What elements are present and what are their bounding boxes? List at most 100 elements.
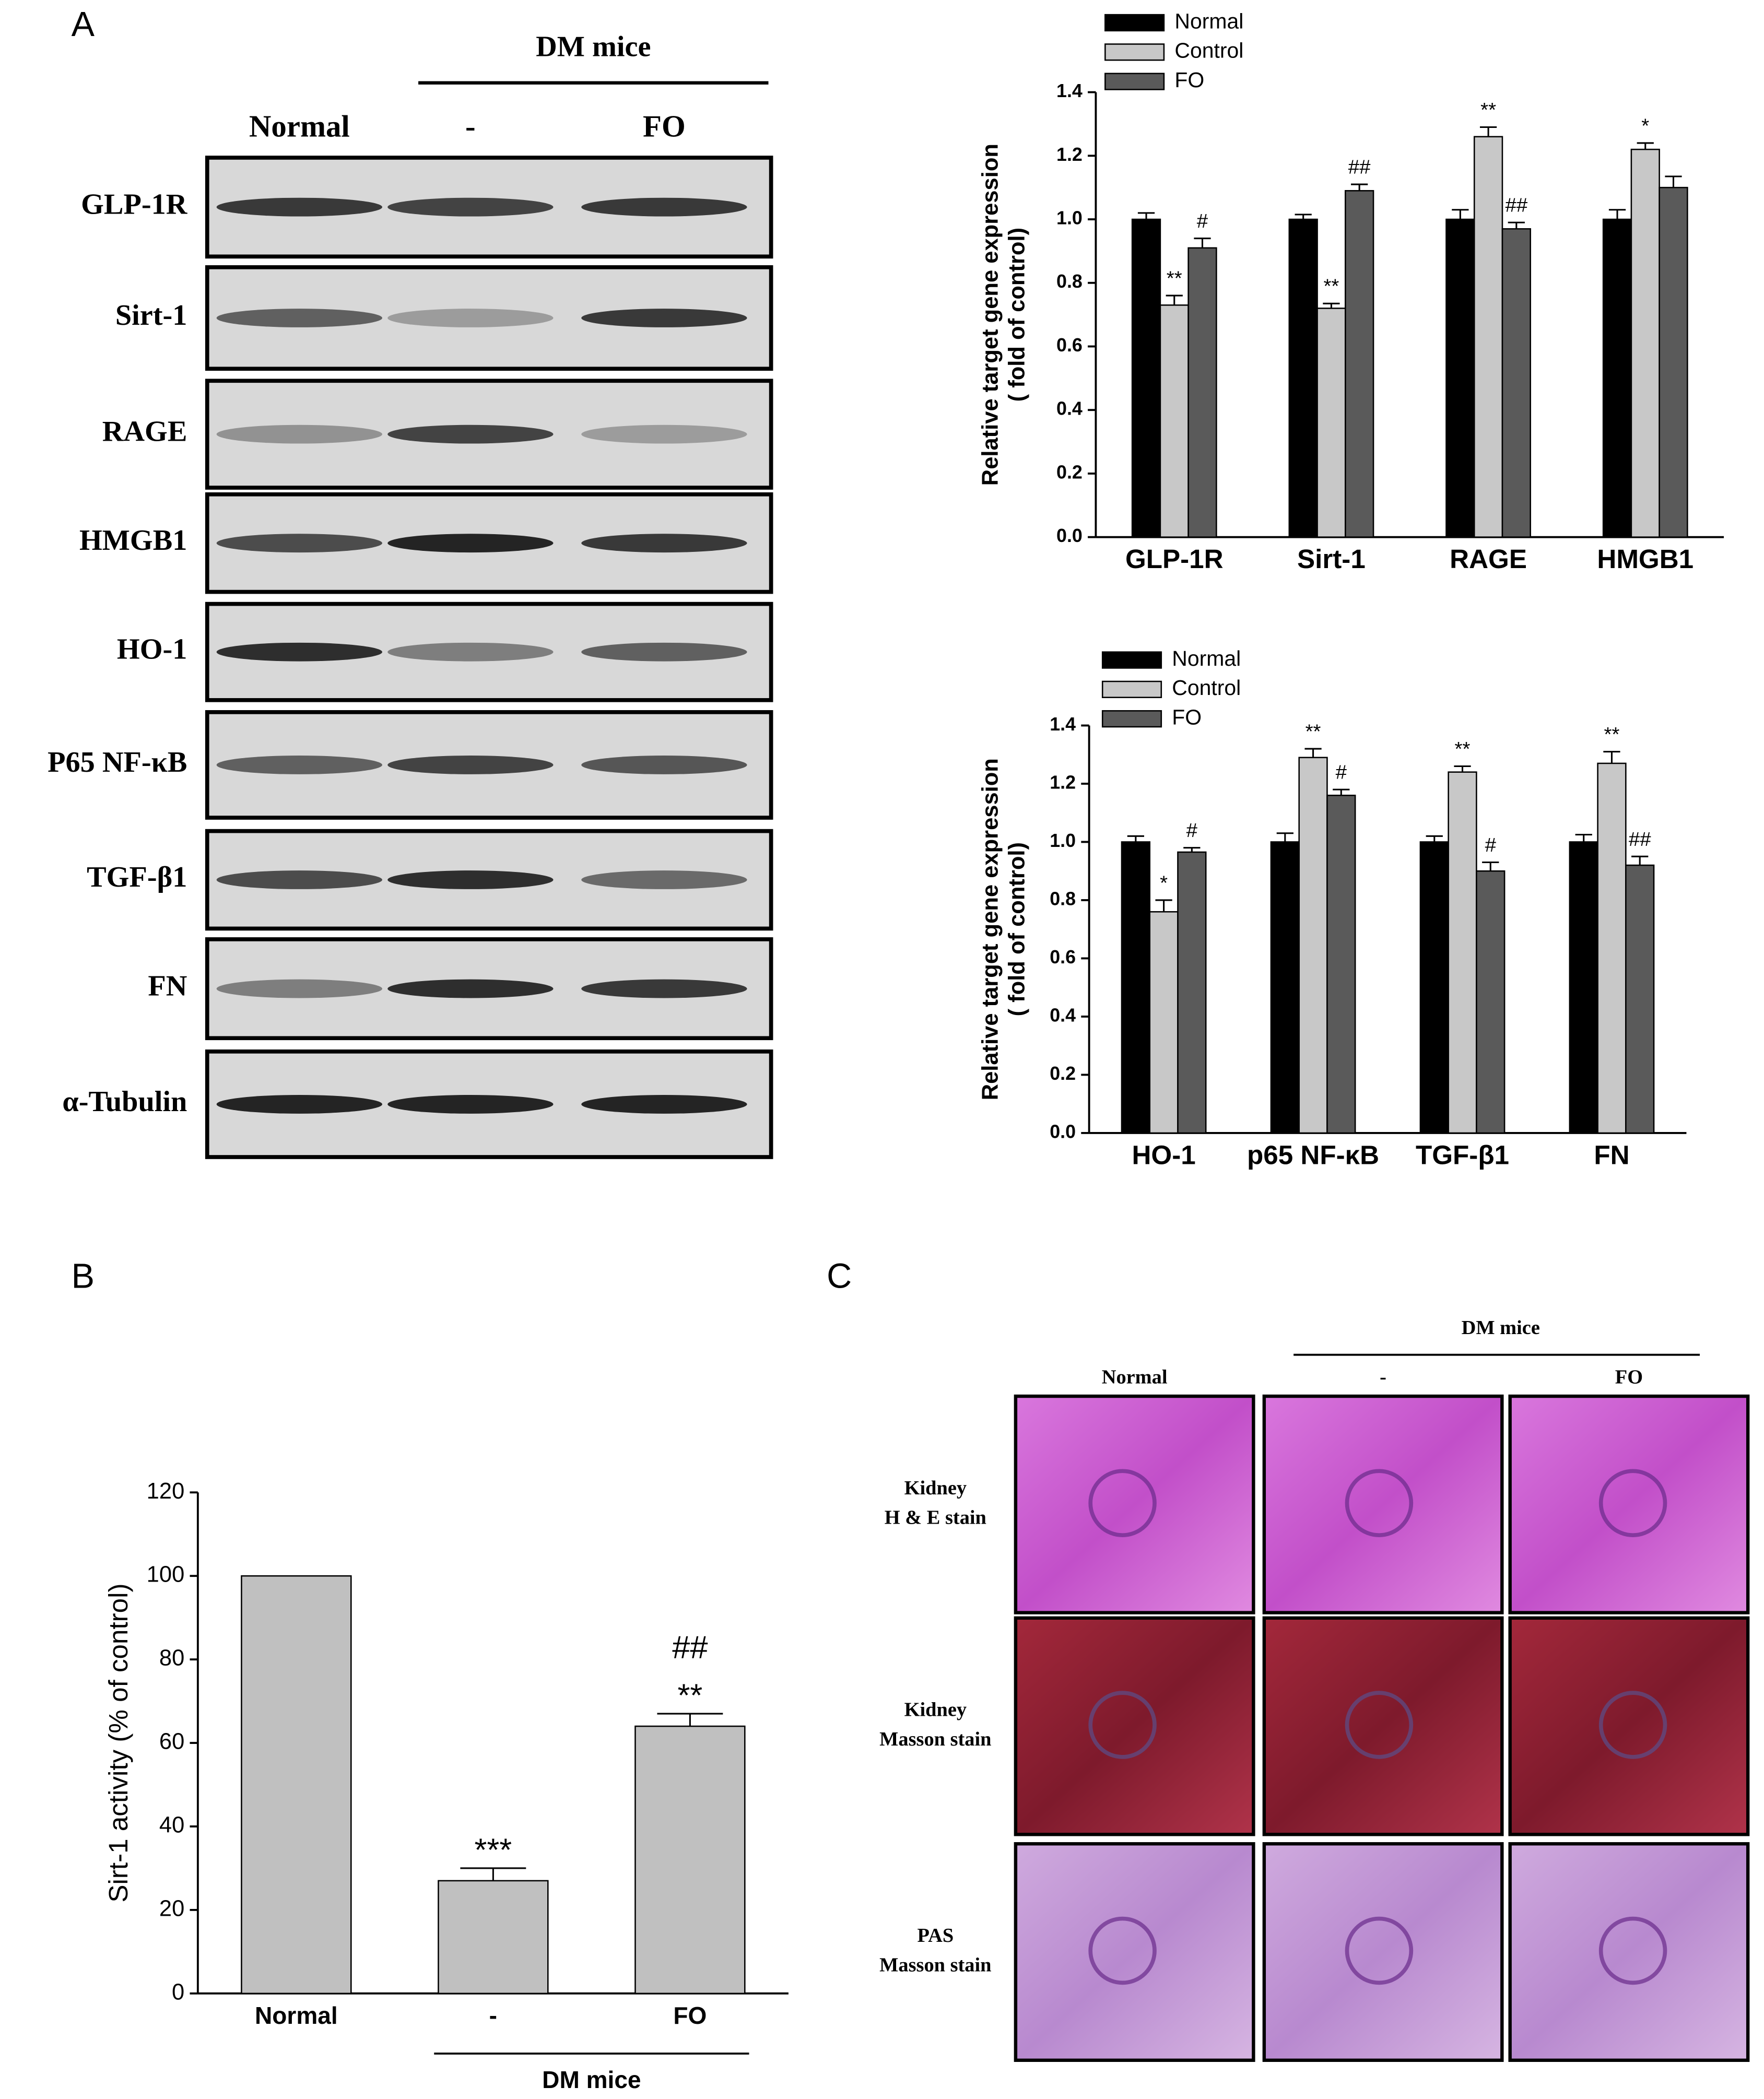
significance-marker: ** — [1167, 267, 1182, 290]
micrograph — [1014, 1616, 1255, 1836]
legend-label: Normal — [1172, 646, 1241, 670]
x-tick-label: FN — [1594, 1140, 1629, 1170]
row-label: α-Tubulin — [62, 1086, 187, 1118]
y-axis-label: Relative target gene expression — [978, 144, 1003, 486]
significance-marker: ## — [1505, 194, 1527, 217]
bar — [1288, 218, 1318, 538]
row-label: P65 NF-κB — [48, 746, 187, 779]
significance-marker: # — [1197, 210, 1208, 232]
x-tick-label: - — [489, 2002, 497, 2029]
column-label: - — [1380, 1366, 1386, 1388]
bar — [634, 1725, 746, 1995]
significance-marker: ** — [677, 1678, 702, 1714]
y-tick-label: 0.4 — [1050, 1005, 1076, 1025]
column-label: FO — [643, 110, 686, 144]
blot-band — [387, 979, 554, 998]
group-label: DM mice — [536, 31, 651, 63]
y-tick-label: 0 — [172, 1979, 184, 2004]
blot-band — [387, 197, 554, 217]
legend-label: Control — [1174, 39, 1243, 63]
y-tick-label: 1.4 — [1056, 80, 1083, 101]
glomerulus — [1345, 1469, 1414, 1537]
x-tick-label: FO — [673, 2002, 707, 2029]
blot-band — [216, 756, 382, 774]
bar — [1316, 308, 1346, 538]
row-label: RAGE — [102, 416, 187, 448]
blot-band — [581, 197, 747, 217]
y-tick-label: 1.0 — [1056, 207, 1083, 228]
y-tick-label: 1.2 — [1050, 772, 1076, 793]
significance-marker: *** — [475, 1832, 512, 1868]
y-tick-label: 1.0 — [1050, 830, 1076, 851]
significance-marker: # — [1485, 834, 1497, 856]
glomerulus — [1345, 1691, 1414, 1759]
micrograph — [1014, 1394, 1255, 1614]
blot-band — [387, 534, 554, 553]
legend-swatch — [1101, 710, 1162, 728]
y-axis-label: ( fold of control) — [1004, 228, 1029, 402]
y-tick-label: 120 — [147, 1479, 185, 1504]
blot-band — [216, 979, 382, 998]
glomerulus — [1088, 1916, 1157, 1985]
blot-band — [581, 870, 747, 889]
micrograph — [1014, 1842, 1255, 2062]
row-label: Sirt-1 — [115, 299, 187, 332]
bar — [1659, 186, 1688, 538]
significance-marker: * — [1641, 114, 1649, 137]
blot-band — [387, 870, 554, 889]
bar — [1569, 841, 1598, 1134]
row-label: HMGB1 — [79, 524, 187, 557]
y-tick-label: 1.4 — [1050, 714, 1076, 735]
y-tick-label: 0.0 — [1050, 1121, 1076, 1142]
legend-swatch — [1101, 680, 1162, 699]
x-tick-label: p65 NF-κB — [1247, 1140, 1379, 1170]
bar — [1177, 851, 1207, 1134]
y-tick-label: 0.2 — [1056, 462, 1083, 482]
y-tick-label: 40 — [159, 1812, 184, 1837]
blot-band — [387, 756, 554, 774]
bar — [1448, 771, 1477, 1134]
bar — [1326, 794, 1356, 1134]
legend-swatch — [1104, 43, 1165, 61]
column-label: Normal — [249, 110, 350, 144]
y-axis-label: Sirt-1 activity (% of control) — [103, 1583, 133, 1902]
y-tick-label: 0.8 — [1056, 271, 1083, 292]
blot-band — [581, 534, 747, 553]
significance-marker: ## — [672, 1629, 708, 1665]
row-label: FN — [148, 970, 187, 1002]
x-tick-label: HMGB1 — [1597, 544, 1694, 574]
y-tick-label: 0.8 — [1050, 888, 1076, 909]
significance-marker: ** — [1455, 738, 1471, 760]
blot-band — [387, 642, 554, 662]
row-label: Masson stain — [879, 1728, 991, 1750]
significance-marker: ** — [1323, 275, 1339, 298]
row-label: TGF-β1 — [87, 861, 187, 893]
y-tick-label: 60 — [159, 1729, 184, 1754]
significance-marker: # — [1186, 819, 1198, 842]
bar — [1270, 841, 1300, 1134]
bar — [1419, 841, 1449, 1134]
glomerulus — [1598, 1469, 1667, 1537]
bar — [1298, 757, 1328, 1134]
significance-marker: ## — [1629, 828, 1651, 851]
glomerulus — [1345, 1916, 1414, 1985]
legend-label: FO — [1174, 68, 1204, 92]
micrograph — [1508, 1842, 1750, 2062]
y-axis-label: ( fold of control) — [1004, 842, 1029, 1016]
bar — [1473, 136, 1503, 538]
legend-label: FO — [1172, 705, 1202, 729]
micrograph — [1262, 1616, 1504, 1836]
significance-marker: ** — [1480, 99, 1496, 121]
bar — [438, 1880, 549, 1995]
y-tick-label: 20 — [159, 1896, 184, 1921]
bar — [1159, 304, 1189, 538]
micrograph — [1508, 1616, 1750, 1836]
bar — [1345, 190, 1374, 538]
group-label: DM mice — [1462, 1317, 1540, 1339]
legend-swatch — [1104, 73, 1165, 90]
bar — [1121, 841, 1151, 1134]
blot-band — [216, 309, 382, 327]
y-tick-label: 0.4 — [1056, 398, 1083, 419]
